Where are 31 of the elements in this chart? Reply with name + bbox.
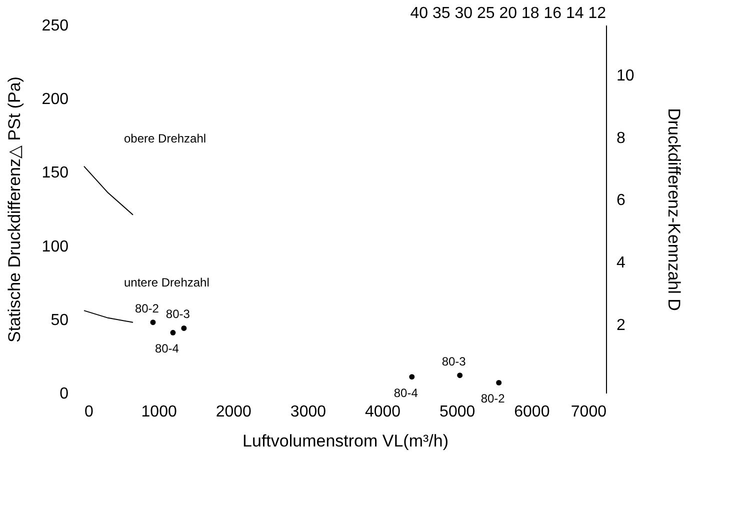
y2-tick-label: 4: [616, 254, 626, 272]
x-axis-title: Luftvolumenstrom VL(m³/h): [242, 432, 448, 450]
text: untere Drehzahl: [124, 276, 210, 290]
y2-tick-label: 2: [616, 316, 626, 334]
x-tick-label: 3000: [290, 404, 326, 420]
y-tick-label: 100: [42, 238, 69, 256]
data-label: 80-2: [480, 392, 506, 406]
data-label: 80-3: [166, 307, 190, 322]
x-tick-label: 5000: [440, 404, 476, 420]
x-tick-label: 2000: [216, 404, 252, 420]
x-tick-label: 0: [84, 404, 94, 420]
data-label: 80-2: [134, 301, 160, 316]
y2-tick-label: 10: [616, 67, 634, 84]
data-label: 80-4: [394, 386, 418, 400]
y-tick-label: 0: [60, 386, 69, 402]
data-label: 80-4: [154, 342, 180, 356]
y-tick-label: 50: [50, 312, 69, 329]
y-tick-label: 150: [42, 164, 69, 182]
x-tick-label: 6000: [514, 404, 550, 420]
y-axis-title: Statische Druckdifferenz△ PSt (Pa): [4, 76, 24, 342]
y2-tick-label: 6: [616, 192, 626, 210]
y2-axis-title: Druckdifferenz-Kennzahl D: [664, 108, 684, 311]
data-label: 80-3: [442, 354, 466, 368]
x-tick-label: 1000: [141, 404, 177, 420]
y2-tick-label: 8: [616, 130, 626, 147]
x-tick-label: 7000: [570, 404, 607, 420]
x-tick-label: 4000: [364, 404, 401, 420]
y-tick-label: 250: [42, 18, 69, 34]
text: obere Drehzahl: [124, 131, 206, 146]
text: 40 35 30 25 20 18 16 14 12: [410, 5, 606, 22]
y-tick-label: 200: [42, 91, 69, 108]
